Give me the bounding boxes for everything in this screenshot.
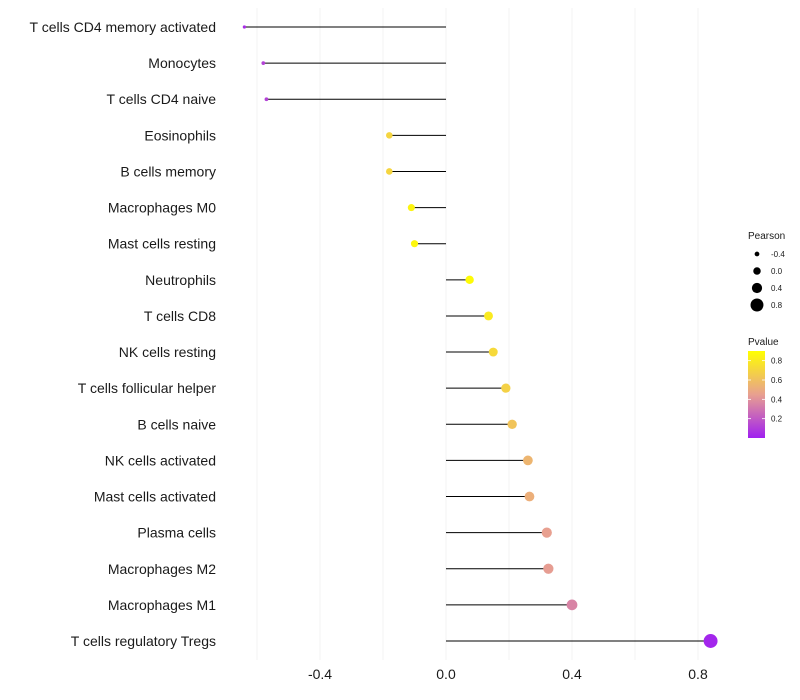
lollipop-point[interactable] (465, 275, 474, 285)
size-legend-label: 0.0 (771, 267, 783, 276)
size-legend-key (753, 267, 761, 275)
category-label: Macrophages M1 (108, 597, 216, 613)
lollipop-point[interactable] (484, 311, 493, 321)
x-tick-label: 0.8 (688, 666, 708, 682)
size-legend-key (750, 298, 764, 312)
lollipop-points (242, 25, 718, 648)
category-label: NK cells resting (119, 344, 216, 360)
grid-lines (256, 8, 699, 660)
size-legend-key (751, 282, 763, 294)
size-legend-label: -0.4 (771, 250, 785, 259)
size-legend-key (754, 251, 760, 257)
lollipop-point[interactable] (566, 599, 578, 611)
lollipop-point[interactable] (488, 347, 498, 357)
x-tick-label: -0.4 (308, 666, 332, 682)
category-label: Macrophages M2 (108, 561, 216, 577)
lollipop-point[interactable] (386, 168, 393, 175)
category-label: Mast cells activated (94, 489, 216, 505)
x-tick-label: 0.4 (562, 666, 582, 682)
pvalue-colorbar (748, 351, 765, 438)
x-tick-label: 0.0 (436, 666, 456, 682)
x-axis-ticks: -0.4 0.0 0.4 0.8 (308, 666, 708, 682)
lollipop-point[interactable] (541, 527, 552, 538)
lollipop-point[interactable] (543, 563, 554, 574)
lollipop-stems (244, 26, 711, 642)
color-legend-title: Pvalue (748, 337, 779, 348)
lollipop-point[interactable] (524, 491, 535, 502)
lollipop-point[interactable] (242, 25, 247, 29)
colorbar-tick-label: 0.2 (771, 415, 783, 424)
category-labels: T cells CD4 memory activated Monocytes T c… (30, 19, 217, 649)
lollipop-point[interactable] (264, 97, 269, 102)
category-label: Mast cells resting (108, 236, 216, 252)
colorbar-tick-label: 0.6 (771, 376, 783, 385)
colorbar-tick-label: 0.8 (771, 357, 783, 366)
lollipop-point[interactable] (386, 132, 393, 139)
category-label: Neutrophils (145, 272, 216, 288)
lollipop-point[interactable] (501, 383, 511, 393)
category-label: T cells CD4 memory activated (30, 19, 216, 35)
category-label: Eosinophils (144, 127, 216, 143)
category-label: Plasma cells (137, 525, 216, 541)
size-legend: Pearson -0.4 0.0 0.4 0.8 (748, 231, 785, 312)
category-label: T cells CD8 (144, 308, 216, 324)
category-label: B cells naive (137, 416, 216, 432)
lollipop-point[interactable] (410, 240, 419, 248)
lollipop-point[interactable] (507, 419, 517, 429)
lollipop-point[interactable] (261, 61, 266, 65)
legends: Pearson -0.4 0.0 0.4 0.8 Pvalue 0.2 0.4 0.6 0.… (748, 231, 785, 438)
size-legend-label: 0.4 (771, 284, 783, 293)
category-label: Monocytes (148, 55, 216, 71)
lollipop-point[interactable] (523, 455, 533, 466)
size-legend-title: Pearson (748, 231, 785, 242)
size-legend-label: 0.8 (771, 301, 783, 310)
category-label: T cells follicular helper (78, 380, 217, 396)
lollipop-point[interactable] (703, 634, 718, 648)
category-label: T cells CD4 naive (107, 91, 217, 107)
category-label: NK cells activated (105, 452, 216, 468)
colorbar-tick-label: 0.4 (771, 395, 783, 404)
category-label: B cells memory (120, 163, 216, 179)
category-label: T cells regulatory Tregs (71, 633, 216, 649)
color-legend: Pvalue 0.2 0.4 0.6 0.8 (748, 337, 783, 438)
lollipop-point[interactable] (407, 204, 415, 212)
category-label: Macrophages M0 (108, 200, 216, 216)
